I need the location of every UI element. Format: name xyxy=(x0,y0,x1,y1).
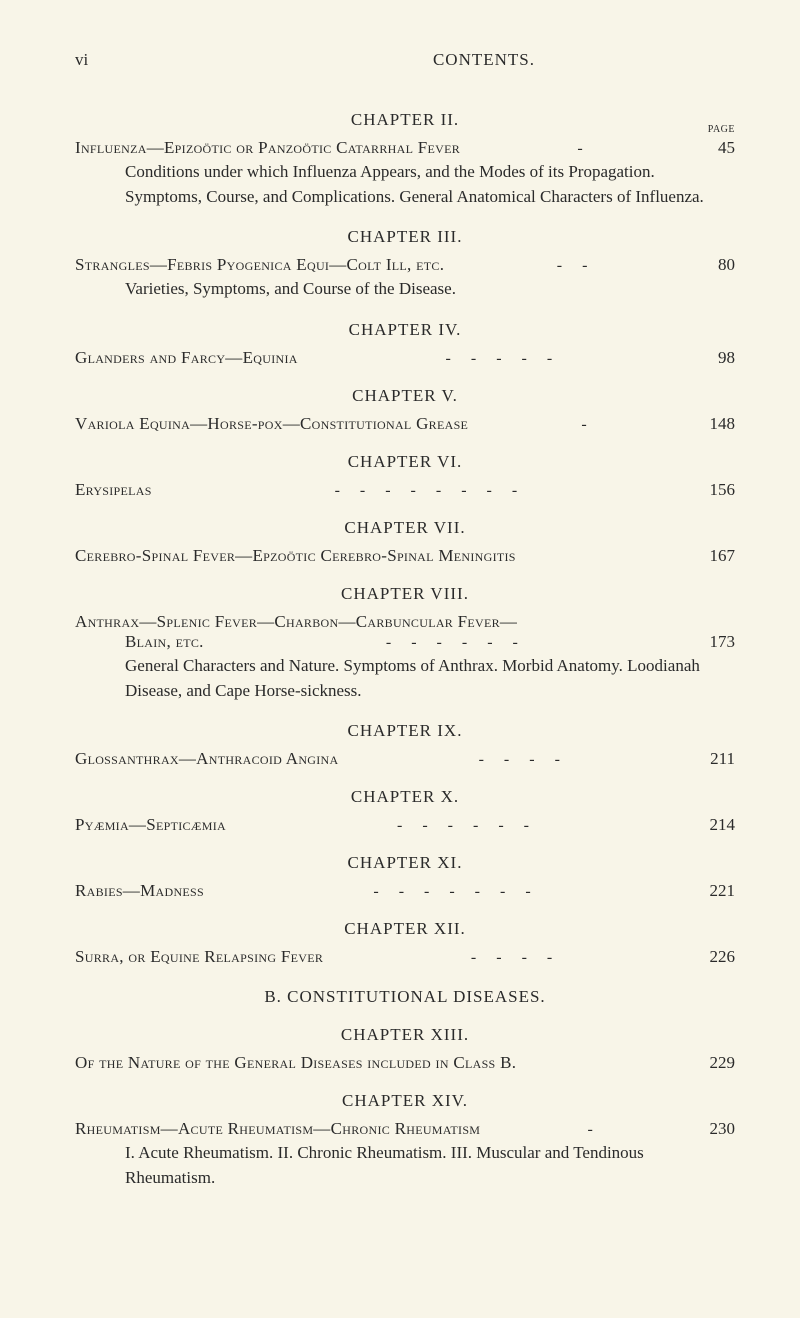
entry-dash: - - - - - - xyxy=(386,634,518,652)
chapter-heading: CHAPTER V. xyxy=(75,386,735,406)
chapter-heading: CHAPTER XIII. xyxy=(75,1025,735,1045)
entry-description: I. Acute Rheumatism. II. Chronic Rheumat… xyxy=(125,1141,735,1190)
chapter-14: CHAPTER XIV. Rheumatism—Acute Rheumatism… xyxy=(75,1091,735,1190)
entry-title: Surra, or Equine Relapsing Fever xyxy=(75,947,323,967)
chapter-heading: CHAPTER VIII. xyxy=(75,584,735,604)
chapter-heading: CHAPTER IX. xyxy=(75,721,735,741)
entry-dash: - - - - xyxy=(471,949,552,967)
entry-dash: - xyxy=(581,416,586,434)
entry-title-line2: Blain, etc. xyxy=(125,632,204,652)
entry-page: 45 xyxy=(700,138,735,158)
chapter-heading: CHAPTER XII. xyxy=(75,919,735,939)
entry-description: Varieties, Symptoms, and Course of the D… xyxy=(125,277,735,302)
chapter-9: CHAPTER IX. Glossanthrax—Anthracoid Angi… xyxy=(75,721,735,769)
chapter-5: CHAPTER V. Variola Equina—Horse-pox—Cons… xyxy=(75,386,735,434)
entry-title: Cerebro-Spinal Fever—Epzoötic Cerebro-Sp… xyxy=(75,546,516,566)
entry-title: Glossanthrax—Anthracoid Angina xyxy=(75,749,338,769)
chapter-7: CHAPTER VII. Cerebro-Spinal Fever—Epzoöt… xyxy=(75,518,735,566)
entry-dash: - xyxy=(587,1121,592,1139)
chapter-3: CHAPTER III. Strangles—Febris Pyogenica … xyxy=(75,227,735,302)
entry-title: Pyæmia—Septicæmia xyxy=(75,815,226,835)
entry-page: 167 xyxy=(700,546,735,566)
chapter-2: CHAPTER II. PAGE Influenza—Epizoötic or … xyxy=(75,110,735,209)
entry-title: Of the Nature of the General Diseases in… xyxy=(75,1053,516,1073)
entry-title: Erysipelas xyxy=(75,480,152,500)
entry-title: Strangles—Febris Pyogenica Equi—Colt Ill… xyxy=(75,255,444,275)
entry-page: 98 xyxy=(700,348,735,368)
entry-dash: - - - - - - - xyxy=(373,883,530,901)
entry-description: General Characters and Nature. Symptoms … xyxy=(125,654,735,703)
entry-title: Rheumatism—Acute Rheumatism—Chronic Rheu… xyxy=(75,1119,480,1139)
entry-description: Conditions under which Influenza Appears… xyxy=(125,160,735,209)
entry-dash: - - xyxy=(557,257,588,275)
chapter-heading: CHAPTER VII. xyxy=(75,518,735,538)
chapter-10: CHAPTER X. Pyæmia—Septicæmia - - - - - -… xyxy=(75,787,735,835)
entry-dash: - xyxy=(577,140,582,158)
header-title: CONTENTS. xyxy=(433,50,535,70)
entry-title-line1: Anthrax—Splenic Fever—Charbon—Carbuncula… xyxy=(75,612,735,632)
entry-page: 214 xyxy=(700,815,735,835)
chapter-8: CHAPTER VIII. Anthrax—Splenic Fever—Char… xyxy=(75,584,735,703)
page-header: vi CONTENTS. xyxy=(75,50,735,70)
chapter-heading: CHAPTER XI. xyxy=(75,853,735,873)
chapter-12: CHAPTER XII. Surra, or Equine Relapsing … xyxy=(75,919,735,967)
entry-title: Glanders and Farcy—Equinia xyxy=(75,348,298,368)
entry-dash: - - - - - - xyxy=(397,817,529,835)
chapter-heading: CHAPTER III. xyxy=(75,227,735,247)
entry-dash: - - - - - xyxy=(446,350,553,368)
chapter-4: CHAPTER IV. Glanders and Farcy—Equinia -… xyxy=(75,320,735,368)
entry-page: 226 xyxy=(700,947,735,967)
entry-page: 148 xyxy=(700,414,735,434)
entry-page: 229 xyxy=(700,1053,735,1073)
chapter-heading: CHAPTER XIV. xyxy=(75,1091,735,1111)
entry-page: 173 xyxy=(700,632,735,652)
page-label: PAGE xyxy=(708,124,735,135)
chapter-6: CHAPTER VI. Erysipelas - - - - - - - - 1… xyxy=(75,452,735,500)
chapter-heading: CHAPTER VI. xyxy=(75,452,735,472)
entry-page: 80 xyxy=(700,255,735,275)
section-b-heading: B. CONSTITUTIONAL DISEASES. xyxy=(75,987,735,1007)
entry-page: 211 xyxy=(700,749,735,769)
entry-page: 230 xyxy=(700,1119,735,1139)
entry-dash: - - - - xyxy=(479,751,560,769)
chapter-heading: CHAPTER X. xyxy=(75,787,735,807)
entry-dash: - - - - - - - - xyxy=(335,482,518,500)
entry-title: Variola Equina—Horse-pox—Constitutional … xyxy=(75,414,468,434)
page-number: vi xyxy=(75,50,88,70)
chapter-11: CHAPTER XI. Rabies—Madness - - - - - - -… xyxy=(75,853,735,901)
chapter-13: CHAPTER XIII. Of the Nature of the Gener… xyxy=(75,1025,735,1073)
chapter-heading: CHAPTER IV. xyxy=(75,320,735,340)
entry-page: 221 xyxy=(700,881,735,901)
entry-title: Rabies—Madness xyxy=(75,881,204,901)
entry-page: 156 xyxy=(700,480,735,500)
entry-title: Influenza—Epizoötic or Panzoötic Catarrh… xyxy=(75,138,460,158)
chapter-heading: CHAPTER II. xyxy=(75,110,735,130)
